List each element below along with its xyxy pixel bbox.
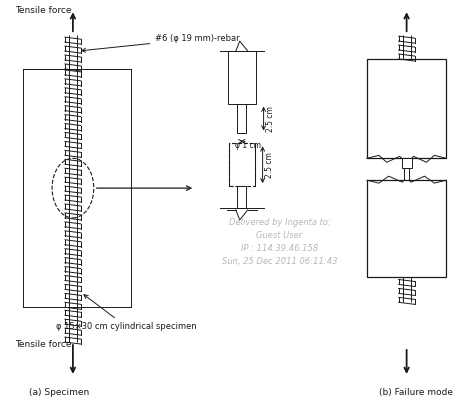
Text: φ 1 cm: φ 1 cm — [235, 142, 261, 151]
Text: Sun, 25 Dec 2011 06:11:43: Sun, 25 Dec 2011 06:11:43 — [222, 257, 337, 266]
Text: #6 (φ 19 mm)-rebar: #6 (φ 19 mm)-rebar — [82, 34, 240, 52]
Text: Tensile force: Tensile force — [15, 7, 72, 16]
Text: 2.5 cm: 2.5 cm — [264, 152, 273, 178]
Bar — [401, 158, 411, 168]
Bar — [404, 168, 409, 180]
Text: φ 15×30 cm cylindrical specimen: φ 15×30 cm cylindrical specimen — [56, 295, 197, 331]
Text: Guest User: Guest User — [256, 231, 302, 240]
Text: Tensile force: Tensile force — [15, 340, 72, 349]
Text: (a) Specimen: (a) Specimen — [29, 388, 90, 397]
Bar — [237, 104, 246, 133]
Bar — [237, 186, 246, 208]
Text: 2.5 cm: 2.5 cm — [265, 106, 274, 131]
Bar — [228, 51, 255, 104]
Text: IP : 114.39.46.158: IP : 114.39.46.158 — [241, 244, 318, 253]
Text: Delivered by Ingenta to:: Delivered by Ingenta to: — [228, 218, 330, 227]
Bar — [367, 180, 447, 277]
Text: (b) Failure mode: (b) Failure mode — [379, 388, 453, 397]
Bar — [229, 144, 255, 186]
Bar — [367, 59, 447, 158]
